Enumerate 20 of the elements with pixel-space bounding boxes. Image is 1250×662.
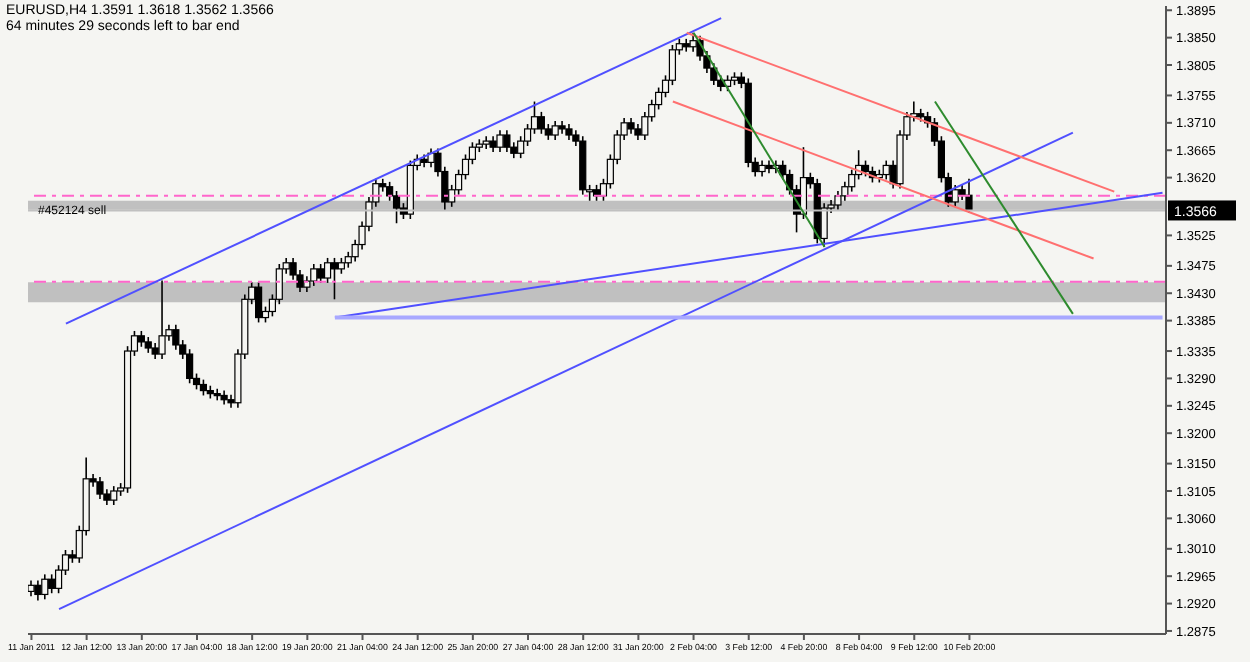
candlestick — [834, 190, 842, 211]
candlestick — [96, 476, 104, 500]
candlestick — [317, 263, 325, 284]
candlestick — [48, 573, 56, 595]
candlestick — [186, 348, 194, 385]
candlestick — [255, 281, 263, 324]
candlestick — [537, 111, 545, 135]
candlestick — [392, 190, 401, 225]
candlestick — [689, 31, 697, 53]
candlestick — [158, 279, 166, 360]
candlestick — [310, 263, 318, 287]
candlestick — [34, 579, 42, 602]
candlestick — [496, 129, 504, 153]
candlestick — [551, 120, 559, 141]
candlestick — [503, 129, 511, 153]
candlestick — [330, 257, 339, 301]
candlestick — [41, 573, 49, 601]
candlestick — [110, 485, 118, 506]
candlestick — [172, 324, 180, 351]
candlestick — [951, 184, 959, 208]
